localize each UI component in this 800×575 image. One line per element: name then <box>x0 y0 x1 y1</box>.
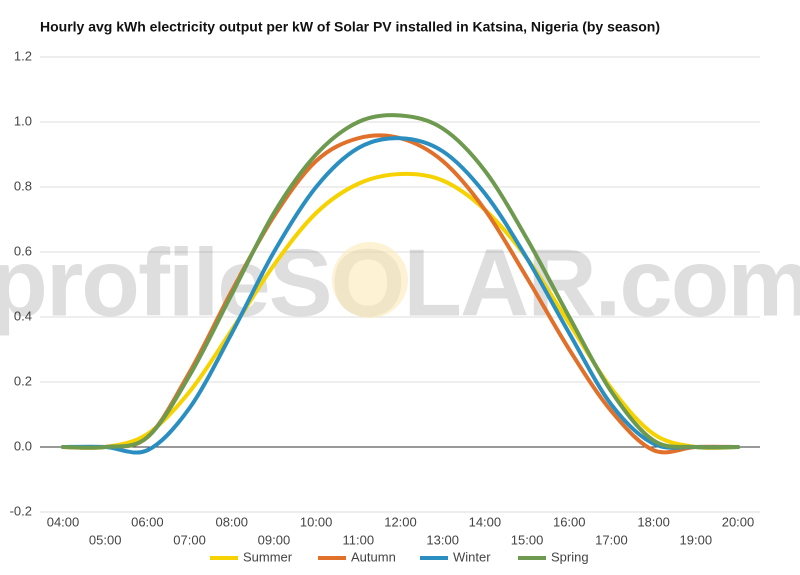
y-tick-label: 0.6 <box>14 243 32 258</box>
x-tick-label: 20:00 <box>722 514 755 529</box>
series-line <box>61 171 740 450</box>
x-tick-label: 05:00 <box>89 532 122 547</box>
chart-title: Hourly avg kWh electricity output per kW… <box>40 19 660 35</box>
x-tick-label: 07:00 <box>173 532 206 547</box>
series-line <box>61 136 740 455</box>
series-line <box>61 113 740 450</box>
x-tick-label: 06:00 <box>131 514 164 529</box>
y-tick-label: 0.8 <box>14 178 32 193</box>
watermark-sun <box>332 242 408 318</box>
x-tick-label: 15:00 <box>511 532 544 547</box>
y-tick-label: 1.2 <box>14 48 32 63</box>
y-tick-label: 0.2 <box>14 373 32 388</box>
y-tick-label: 0.4 <box>14 308 32 323</box>
x-tick-label: 18:00 <box>637 514 670 529</box>
y-tick-label: 1.0 <box>14 113 32 128</box>
x-tick-label: 16:00 <box>553 514 586 529</box>
legend-label: Winter <box>453 549 491 564</box>
x-tick-label: 08:00 <box>215 514 248 529</box>
y-tick-label: -0.2 <box>10 503 32 518</box>
legend-label: Spring <box>551 549 589 564</box>
x-tick-label: 13:00 <box>426 532 459 547</box>
x-tick-label: 14:00 <box>469 514 502 529</box>
x-tick-label: 11:00 <box>343 532 375 547</box>
legend-label: Autumn <box>351 549 396 564</box>
x-tick-label: 19:00 <box>680 532 713 547</box>
x-tick-label: 04:00 <box>47 514 80 529</box>
x-tick-label: 17:00 <box>595 532 628 547</box>
y-tick-label: 0.0 <box>14 438 32 453</box>
x-tick-label: 09:00 <box>258 532 291 547</box>
x-tick-label: 10:00 <box>300 514 333 529</box>
legend-label: Summer <box>243 549 293 564</box>
x-tick-label: 12:00 <box>384 514 417 529</box>
